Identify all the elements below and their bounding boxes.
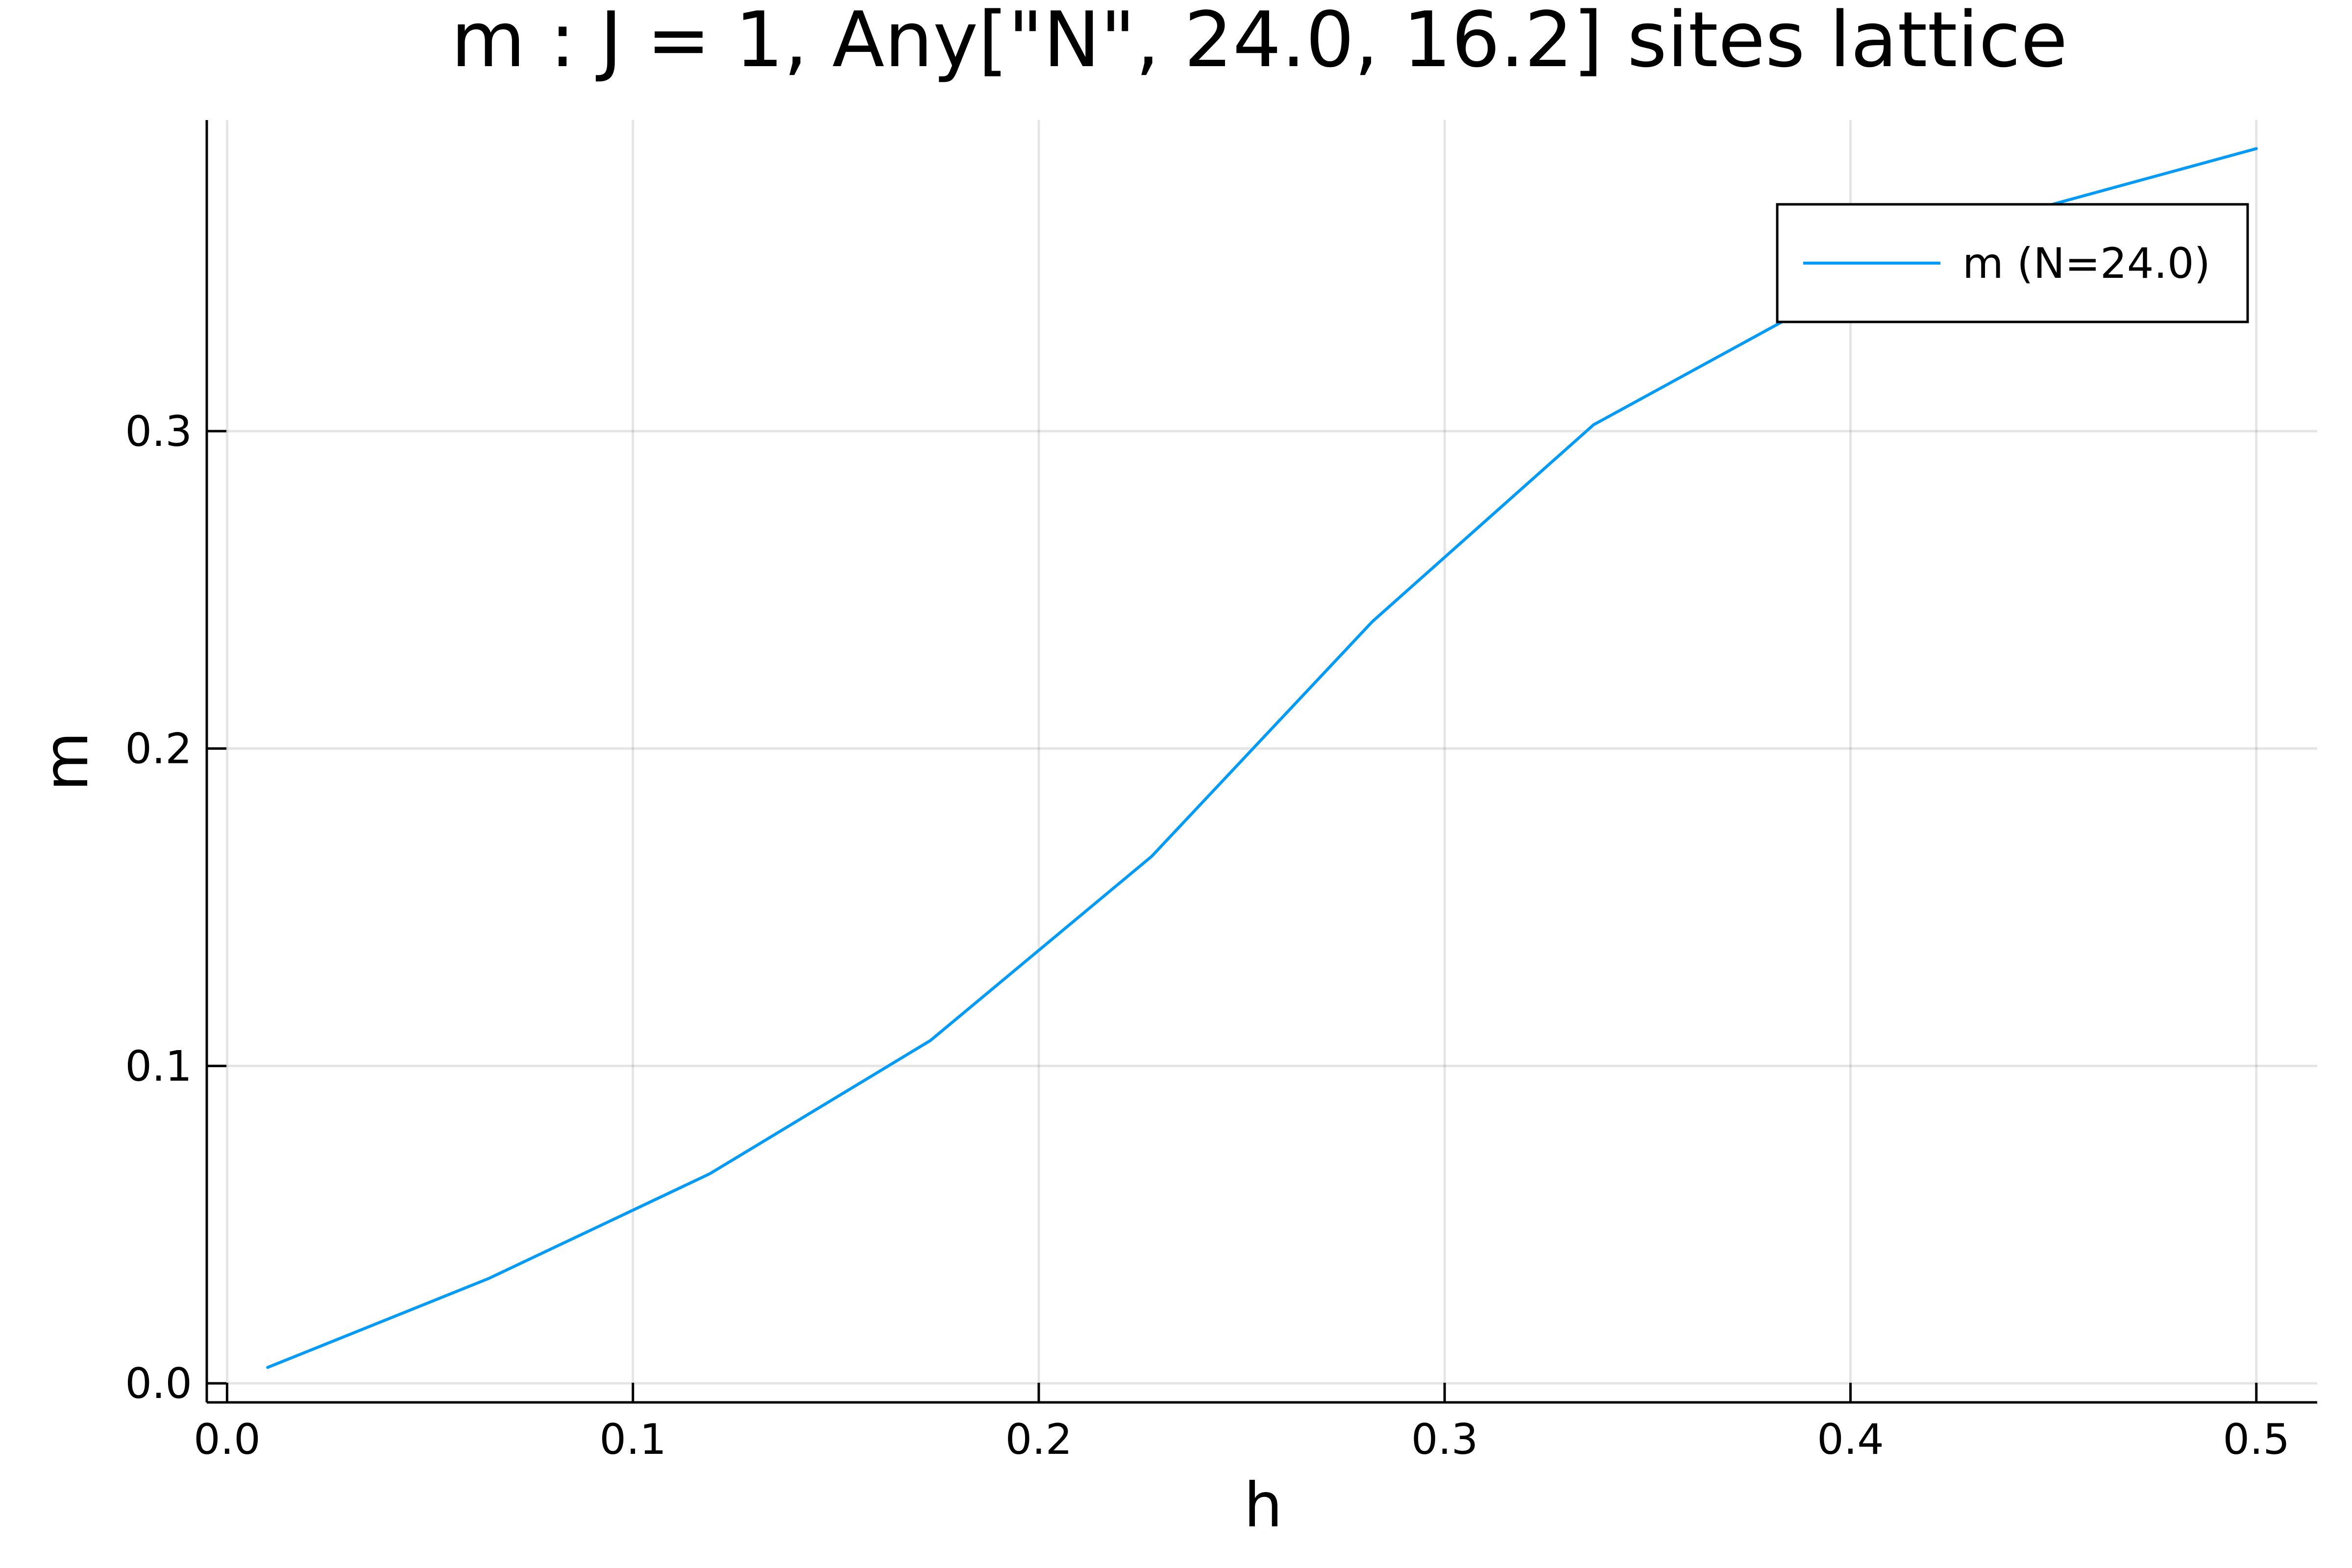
grid-lines: [207, 120, 2317, 1402]
legend-label: m (N=24.0): [1962, 239, 2210, 288]
x-tick-label: 0.0: [194, 1415, 261, 1464]
x-axis-label: h: [1244, 1470, 1282, 1541]
tick-marks: [207, 430, 2258, 1402]
chart-title: m : J = 1, Any["N", 24.0, 16.2] sites la…: [451, 0, 2067, 84]
y-tick-label: 0.2: [125, 725, 192, 774]
y-tick-label: 0.0: [125, 1359, 192, 1408]
legend: m (N=24.0): [1776, 203, 2249, 323]
x-tick-label: 0.4: [1817, 1415, 1884, 1464]
y-axis-label: m: [31, 732, 102, 791]
x-tick-label: 0.1: [599, 1415, 666, 1464]
x-tick-label: 0.3: [1411, 1415, 1478, 1464]
y-tick-label: 0.1: [125, 1042, 192, 1091]
x-tick-label: 0.2: [1005, 1415, 1073, 1464]
x-tick-label: 0.5: [2223, 1415, 2290, 1464]
axes: [205, 120, 2317, 1404]
y-tick-label: 0.3: [125, 407, 192, 456]
